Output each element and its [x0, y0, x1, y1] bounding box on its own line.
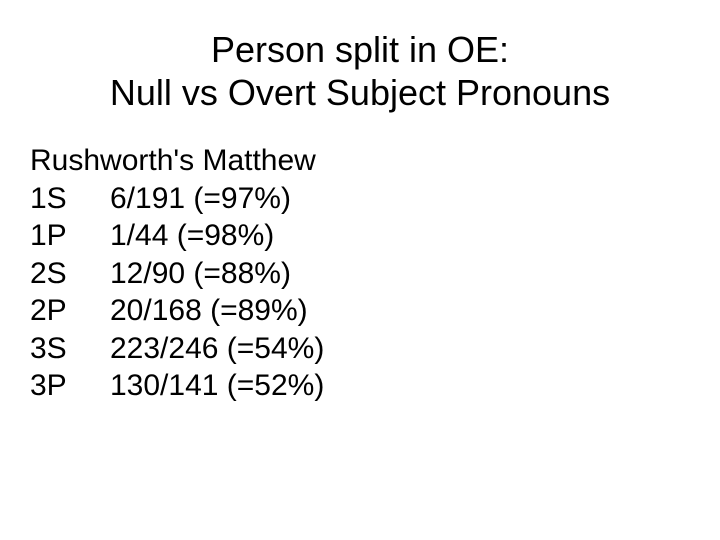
category-cell: 2P [30, 292, 110, 330]
category-cell: 2S [30, 255, 110, 293]
category-cell: 3S [30, 330, 110, 368]
slide: Person split in OE: Null vs Overt Subjec… [0, 0, 720, 540]
title-line-2: Null vs Overt Subject Pronouns [30, 71, 690, 114]
table-row: 2P 20/168 (=89%) [30, 292, 690, 330]
value-cell: 6/191 (=97%) [110, 180, 291, 218]
table-row: 1S 6/191 (=97%) [30, 180, 690, 218]
category-cell: 1P [30, 217, 110, 255]
value-cell: 223/246 (=54%) [110, 330, 324, 368]
table-row: 1P 1/44 (=98%) [30, 217, 690, 255]
table-row: 3S 223/246 (=54%) [30, 330, 690, 368]
value-cell: 20/168 (=89%) [110, 292, 308, 330]
category-cell: 3P [30, 367, 110, 405]
table-row: 3P 130/141 (=52%) [30, 367, 690, 405]
title-line-1: Person split in OE: [30, 28, 690, 71]
category-cell: 1S [30, 180, 110, 218]
slide-title: Person split in OE: Null vs Overt Subjec… [30, 28, 690, 114]
value-cell: 12/90 (=88%) [110, 255, 291, 293]
value-cell: 1/44 (=98%) [110, 217, 274, 255]
slide-body: Rushworth's Matthew 1S 6/191 (=97%) 1P 1… [30, 142, 690, 405]
value-cell: 130/141 (=52%) [110, 367, 324, 405]
source-label: Rushworth's Matthew [30, 142, 690, 180]
table-row: 2S 12/90 (=88%) [30, 255, 690, 293]
